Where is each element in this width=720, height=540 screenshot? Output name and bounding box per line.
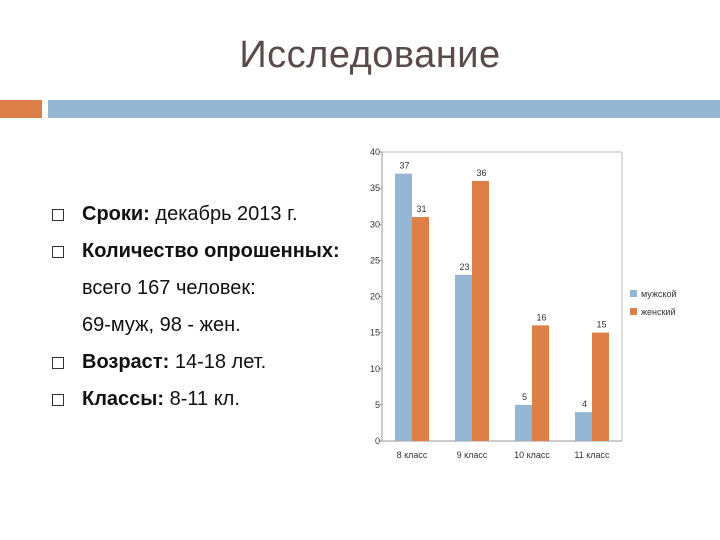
bar-female	[472, 180, 489, 441]
legend-swatch	[630, 308, 637, 315]
bullet-item-count: Количество опрошенных:	[52, 233, 372, 270]
bar-female	[532, 325, 549, 441]
y-tick-label: 15	[370, 328, 380, 338]
bullet-text: 69-муж, 98 - жен.	[82, 314, 241, 336]
bullet-marker-icon	[52, 394, 64, 406]
x-tick-label: 11 класс	[574, 450, 610, 460]
bullet-label: Классы:	[82, 388, 165, 410]
bullet-text: декабрь 2013 г.	[149, 203, 298, 225]
legend-swatch	[630, 290, 637, 297]
data-label: 37	[399, 161, 409, 171]
accent-block	[0, 100, 42, 118]
bar-male	[575, 412, 592, 441]
bullet-list: Сроки: декабрь 2013 г. Количество опроше…	[52, 196, 372, 418]
bullet-marker-icon	[52, 209, 64, 221]
bullet-label: Сроки:	[82, 203, 150, 225]
data-label: 15	[596, 320, 606, 330]
y-tick-label: 20	[370, 292, 380, 302]
bullet-continuation-gender: 69-муж, 98 - жен.	[52, 307, 372, 344]
y-tick-label: 30	[370, 219, 380, 229]
x-tick-label: 9 класс	[457, 450, 488, 460]
y-tick-label: 35	[370, 183, 380, 193]
y-tick-label: 25	[370, 255, 380, 265]
data-label: 5	[522, 392, 527, 402]
legend-label: женский	[641, 307, 676, 317]
data-label: 36	[476, 168, 486, 178]
x-tick-label: 8 класс	[397, 450, 428, 460]
bar-chart: 0 5 10 15 20 25 30 35 40 37 31 8 класс 23 36 9 класс 5 1…	[360, 140, 720, 470]
legend-label: мужской	[641, 289, 676, 299]
bar-female	[412, 217, 429, 441]
bullet-continuation-total: всего 167 человек:	[52, 270, 372, 307]
accent-bar	[48, 100, 720, 118]
y-tick-label: 0	[375, 436, 380, 446]
bullet-text: всего 167 человек:	[82, 277, 256, 299]
bar-male	[455, 274, 472, 441]
bullet-text: 14-18 лет.	[169, 351, 267, 373]
data-label: 23	[459, 262, 469, 272]
bullet-item-period: Сроки: декабрь 2013 г.	[52, 196, 372, 233]
bullet-label: Количество опрошенных:	[82, 240, 340, 262]
bar-chart-svg: 0 5 10 15 20 25 30 35 40 37 31 8 класс 23 36 9 класс 5 1…	[370, 147, 677, 460]
bar-male	[515, 404, 532, 441]
y-tick-label: 5	[375, 400, 380, 410]
bullet-item-age: Возраст: 14-18 лет.	[52, 344, 372, 381]
bar-male	[395, 173, 412, 442]
bullet-marker-icon	[52, 246, 64, 258]
bullet-text: 8-11 кл.	[164, 388, 240, 410]
bullet-marker-icon	[52, 357, 64, 369]
y-tick-label: 40	[370, 147, 380, 157]
data-label: 4	[582, 399, 587, 409]
bar-female	[592, 332, 609, 441]
x-tick-label: 10 класс	[514, 450, 550, 460]
bullet-item-grades: Классы: 8-11 кл.	[52, 381, 372, 418]
y-tick-label: 10	[370, 364, 380, 374]
slide-title: Исследование	[239, 34, 501, 76]
data-label: 16	[536, 312, 546, 322]
bullet-label: Возраст:	[82, 351, 170, 373]
data-label: 31	[416, 204, 426, 214]
